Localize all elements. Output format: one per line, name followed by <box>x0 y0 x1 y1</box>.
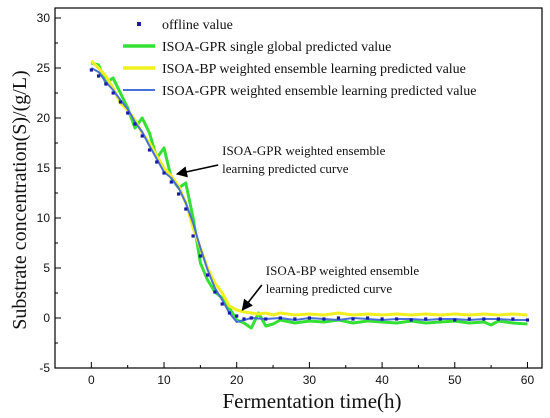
series-0-point <box>365 316 370 320</box>
series-0-point <box>169 180 173 184</box>
series-0-point <box>322 317 326 321</box>
chart-legend: offline value ISOA-GPR single global pred… <box>123 18 477 99</box>
series-0-point <box>227 311 232 315</box>
annotation-text: learning predicted curve <box>222 161 349 176</box>
series-0-point <box>242 317 246 321</box>
series-0-point <box>424 317 428 321</box>
series-0-point <box>147 148 152 152</box>
y-tick-label: -5 <box>39 361 50 375</box>
series-0-point <box>336 316 341 320</box>
axis-ticks: 0 10 20 30 40 50 60 -5 0 5 10 15 20 25 30 <box>37 11 535 387</box>
y-tick-label: 30 <box>37 11 51 25</box>
series-0-point <box>213 290 217 294</box>
series-0-point <box>140 134 144 138</box>
series-0-point <box>482 317 486 321</box>
x-tick-label: 10 <box>157 373 171 387</box>
annotation-arrow <box>175 164 219 178</box>
y-tick-label: 5 <box>43 261 50 275</box>
annotation-arrow <box>241 284 263 311</box>
legend-label-1: ISOA-GPR single global predicted value <box>162 40 391 55</box>
series-0-point <box>293 317 297 321</box>
y-axis-title: Substrate concentration(S)/(g/L) <box>9 70 31 329</box>
series-0-point <box>126 111 130 115</box>
series-0-point <box>206 273 210 277</box>
x-tick-label: 0 <box>88 373 95 387</box>
x-tick-label: 40 <box>375 373 389 387</box>
series-0-point <box>351 317 355 321</box>
plot-frame <box>54 7 543 369</box>
series-0-point <box>264 317 268 321</box>
x-tick-label: 20 <box>230 373 244 387</box>
series-0-point <box>133 122 137 126</box>
series-0-point <box>184 207 188 211</box>
series-0-point <box>496 317 500 321</box>
y-tick-label: 25 <box>37 61 51 75</box>
annotation-text: ISOA-GPR weighted ensemble <box>222 143 385 158</box>
series-0-point <box>525 318 530 322</box>
x-tick-label: 50 <box>448 373 462 387</box>
series-0-point <box>409 318 413 322</box>
series-0-point <box>111 91 115 95</box>
legend-label-3: ISOA-GPR weighted ensemble learning pred… <box>162 84 477 99</box>
series-0-point <box>176 192 181 196</box>
x-axis-title: Fermentation time(h) <box>222 389 401 413</box>
y-tick-label: 10 <box>37 211 51 225</box>
series-1-line <box>90 61 528 330</box>
series-3-line <box>90 67 528 323</box>
series-0-point <box>155 160 159 164</box>
series-0-point <box>191 234 195 238</box>
series-0-point <box>89 68 93 72</box>
x-tick-label: 60 <box>521 373 535 387</box>
series-0-point <box>104 82 108 86</box>
series-0-point <box>162 171 166 175</box>
series-0-point <box>395 317 399 321</box>
series-0-point <box>198 254 202 258</box>
series-0-point <box>220 302 224 306</box>
series-0-point <box>307 316 312 320</box>
series-0-point <box>467 317 471 321</box>
plot-area-border <box>54 7 543 369</box>
x-tick-label: 30 <box>303 373 317 387</box>
series-0-point <box>235 314 239 318</box>
annotation-text: learning predicted curve <box>266 281 393 296</box>
series-0-point <box>278 316 282 320</box>
series-0-point <box>118 100 123 104</box>
legend-label-0: offline value <box>162 18 233 33</box>
y-tick-label: 20 <box>37 111 51 125</box>
y-tick-label: 15 <box>37 161 51 175</box>
series-0-point <box>380 317 384 321</box>
chart-series <box>89 59 530 330</box>
series-0-point <box>97 74 101 78</box>
series-0-point <box>249 316 253 320</box>
y-tick-label: 0 <box>43 311 50 325</box>
series-0-point <box>453 318 457 322</box>
series-0-point <box>511 317 515 321</box>
series-0-point <box>438 317 442 321</box>
legend-swatch-0 <box>137 22 141 26</box>
chart-annotations: ISOA-GPR weighted ensemble learning predi… <box>175 143 420 311</box>
annotation-text: ISOA-BP weighted ensemble <box>266 263 420 278</box>
legend-label-2: ISOA-BP weighted ensemble learning predi… <box>162 62 466 77</box>
